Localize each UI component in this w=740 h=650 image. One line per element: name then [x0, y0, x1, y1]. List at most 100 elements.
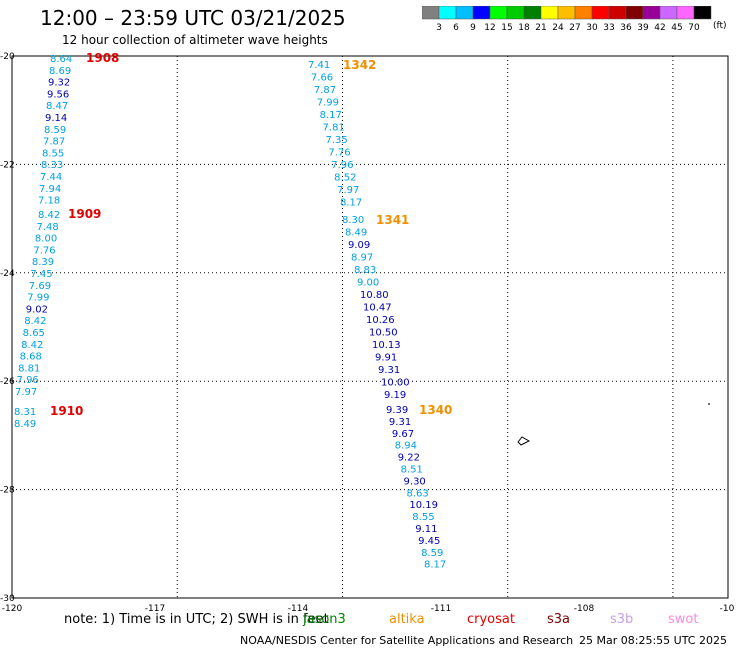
wave-height-value: 8.55 — [412, 512, 434, 523]
pass-1909: 8.427.488.007.768.397.457.697.999.028.42… — [15, 207, 101, 398]
island-shape — [517, 436, 531, 446]
color-scale-label: 15 — [501, 23, 512, 33]
wave-height-value: 9.67 — [392, 429, 414, 440]
wave-height-value: 9.02 — [26, 304, 48, 315]
pass-label: 1910 — [50, 404, 83, 418]
wave-height-value: 8.52 — [334, 173, 356, 184]
wave-height-value: 8.68 — [20, 352, 42, 363]
wave-height-value: 10.47 — [363, 303, 392, 314]
wave-height-value: 9.91 — [375, 353, 397, 364]
x-tick-label: -120 — [2, 604, 23, 612]
wave-height-value: 8.81 — [18, 363, 40, 374]
wave-height-value: 8.51 — [401, 465, 423, 476]
wave-height-value: 8.83 — [354, 265, 376, 276]
wave-height-value: 8.30 — [342, 215, 364, 226]
wave-height-value: 9.09 — [348, 240, 370, 251]
x-tick-label: -111 — [431, 604, 451, 612]
color-scale-bar: 3 6 9 12 15 18 21 24 27 30 33 36 39 42 45 70 — [422, 6, 712, 33]
pass-label: 1340 — [419, 403, 452, 417]
wave-height-value: 9.11 — [415, 524, 437, 535]
wave-height-value: 10.50 — [369, 328, 398, 339]
wave-height-value: 7.41 — [308, 60, 330, 71]
wave-height-value: 8.33 — [41, 160, 63, 171]
map-tick-labels: -120 -117 -114 -111 -108 -10 -20 -22 -24 -26 -28 -3… — [0, 52, 735, 612]
wave-height-value: 8.97 — [351, 253, 373, 264]
y-tick-label: -26 — [0, 377, 15, 387]
wave-height-value: 8.94 — [395, 441, 417, 452]
mission-s3a: s3a — [547, 612, 571, 627]
wave-height-value: 8.17 — [340, 198, 362, 209]
color-scale-label: 30 — [586, 23, 598, 33]
color-scale-units: (ft) — [713, 21, 727, 31]
wave-height-value: 8.64 — [50, 54, 72, 65]
wave-height-value: 8.00 — [35, 234, 57, 245]
wave-height-value: 7.76 — [328, 148, 350, 159]
wave-height-value: 7.81 — [323, 123, 345, 134]
wave-height-value: 8.42 — [21, 340, 43, 351]
wave-height-value: 7.97 — [15, 387, 37, 398]
wave-height-value: 8.17 — [424, 560, 446, 571]
wave-height-value: 8.49 — [14, 419, 36, 430]
wave-height-value: 7.45 — [30, 269, 52, 280]
wave-height-value: 7.18 — [38, 196, 60, 207]
wave-height-value: 9.00 — [357, 278, 379, 289]
color-scale-label: 9 — [470, 23, 476, 33]
wave-height-value: 7.97 — [337, 185, 359, 196]
color-scale-label: 6 — [453, 23, 459, 33]
y-tick-label: -22 — [0, 160, 15, 170]
wave-height-value: 8.42 — [38, 210, 60, 221]
color-scale-label: 21 — [535, 23, 546, 33]
color-scale-label: 33 — [603, 23, 614, 33]
color-swatch — [693, 6, 712, 20]
wave-height-value: 7.44 — [40, 172, 62, 183]
wave-height-value: 7.69 — [29, 281, 51, 292]
color-scale-label: 27 — [569, 23, 580, 33]
wave-height-value: 7.35 — [325, 135, 347, 146]
color-scale-label: 18 — [518, 23, 530, 33]
wave-height-value: 7.76 — [33, 245, 55, 256]
wave-height-value: 8.69 — [49, 66, 71, 77]
wave-height-value: 8.55 — [42, 148, 64, 159]
wave-height-value: 7.87 — [314, 85, 336, 96]
y-tick-label: -30 — [0, 594, 15, 604]
pass-label: 1341 — [376, 213, 409, 227]
color-scale-label: 70 — [688, 23, 700, 33]
wave-height-value: 8.39 — [32, 257, 54, 268]
mission-jason3: jason3 — [303, 612, 346, 627]
wave-height-value: 8.42 — [24, 316, 46, 327]
wave-height-value: 7.94 — [39, 184, 61, 195]
wave-height-value: 7.48 — [36, 222, 58, 233]
wave-height-value: 7.96 — [331, 160, 353, 171]
wave-height-value: 7.66 — [311, 73, 333, 84]
x-tick-label: -117 — [145, 604, 165, 612]
wave-height-value: 8.63 — [406, 488, 428, 499]
x-tick-label: -108 — [574, 604, 595, 612]
wave-height-value: 10.19 — [409, 500, 438, 511]
wave-height-value: 9.45 — [418, 536, 440, 547]
pass-1908: 8.648.699.329.568.479.148.597.878.558.33… — [38, 51, 119, 207]
mission-altika: altika — [389, 612, 425, 627]
pass-1342: 7.417.667.877.998.177.817.357.767.968.52… — [308, 58, 376, 209]
wave-height-value: 8.65 — [23, 328, 45, 339]
wave-height-value: 10.26 — [366, 315, 395, 326]
wave-height-value: 7.99 — [317, 98, 339, 109]
footer-credit: NOAA/NESDIS Center for Satellite Applica… — [240, 634, 574, 647]
wave-height-value: 10.00 — [381, 378, 410, 389]
wave-height-value: 9.31 — [378, 365, 400, 376]
footer-timestamp: 25 Mar 08:25:55 UTC 2025 — [579, 634, 727, 647]
mission-s3b: s3b — [610, 612, 634, 627]
wave-height-value: 8.47 — [46, 101, 68, 112]
pass-1910: 8.318.49 1910 — [14, 404, 83, 430]
color-scale-label: 39 — [637, 23, 649, 33]
color-scale-label: 24 — [552, 23, 564, 33]
wave-height-value: 8.17 — [320, 110, 342, 121]
wave-height-value: 9.39 — [386, 405, 408, 416]
mission-cryosat: cryosat — [467, 612, 515, 627]
mission-swot: swot — [668, 612, 699, 627]
wave-height-value: 7.96 — [17, 375, 39, 386]
wave-height-value: 10.13 — [372, 340, 401, 351]
altimeter-passes: 8.648.699.329.568.479.148.597.878.558.33… — [14, 51, 452, 571]
color-scale-label: 42 — [654, 23, 665, 33]
wave-height-value: 9.14 — [45, 113, 67, 124]
y-tick-label: -24 — [0, 269, 15, 279]
